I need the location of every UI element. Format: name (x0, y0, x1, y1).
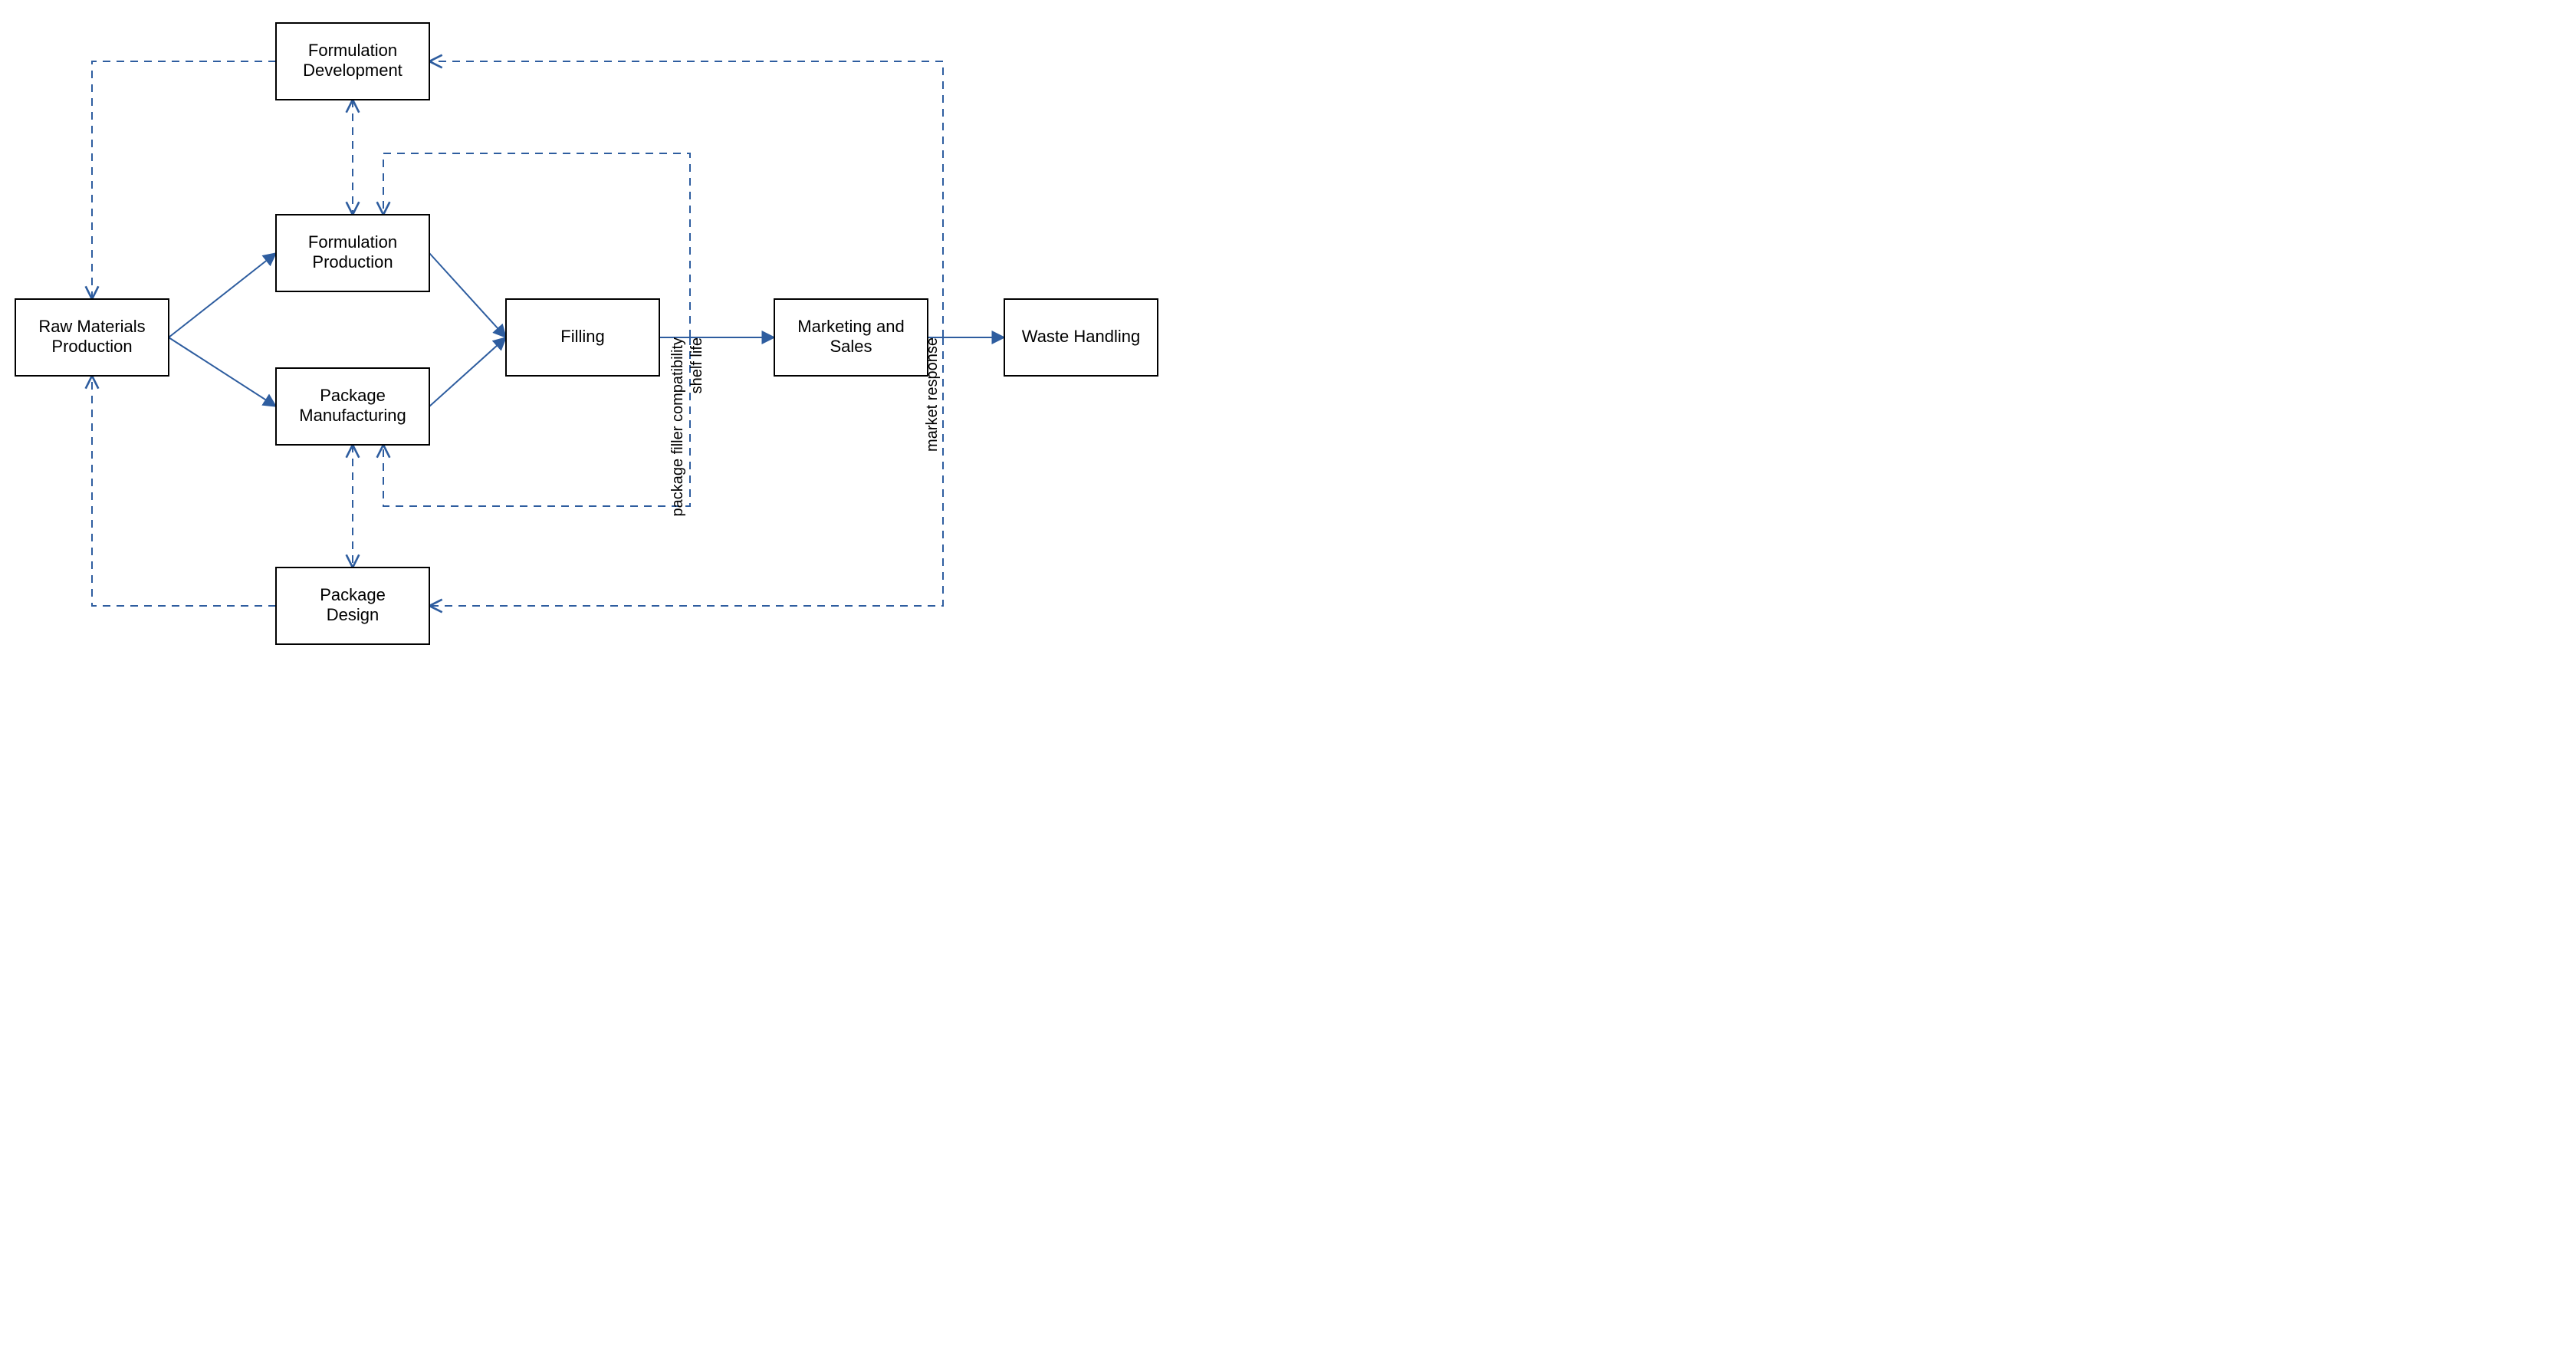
node-fprod: FormulationProduction (276, 215, 429, 291)
node-label: Filling (560, 327, 604, 346)
feedback-edge (429, 337, 943, 606)
node-pdes: PackageDesign (276, 568, 429, 644)
node-pman: PackageManufacturing (276, 368, 429, 445)
feedback-edge (92, 376, 276, 606)
flowchart-diagram: package filler compatibilityshelf lifema… (0, 0, 1227, 690)
flow-edge (429, 337, 506, 406)
node-label: Development (303, 61, 402, 80)
node-label: Manufacturing (299, 406, 406, 425)
node-raw: Raw MaterialsProduction (15, 299, 169, 376)
feedback-edge (92, 61, 276, 299)
flow-edge (429, 253, 506, 337)
node-label: Production (51, 337, 132, 356)
node-label: Raw Materials (38, 317, 145, 336)
node-fill: Filling (506, 299, 659, 376)
node-fdev: FormulationDevelopment (276, 23, 429, 100)
node-label: Waste Handling (1022, 327, 1140, 346)
feedback-edge (429, 61, 943, 337)
edge-label: package filler compatibility (669, 337, 686, 516)
node-label: Marketing and (797, 317, 904, 336)
node-mkt: Marketing andSales (774, 299, 928, 376)
node-waste: Waste Handling (1004, 299, 1158, 376)
node-label: Formulation (308, 232, 397, 252)
node-label: Design (327, 605, 379, 624)
node-label: Package (320, 585, 386, 604)
node-label: Formulation (308, 41, 397, 60)
node-label: Production (312, 252, 393, 271)
flow-edge (169, 253, 276, 337)
edge-label: shelf life (688, 337, 705, 393)
node-label: Sales (830, 337, 872, 356)
flow-edge (169, 337, 276, 406)
node-label: Package (320, 386, 386, 405)
